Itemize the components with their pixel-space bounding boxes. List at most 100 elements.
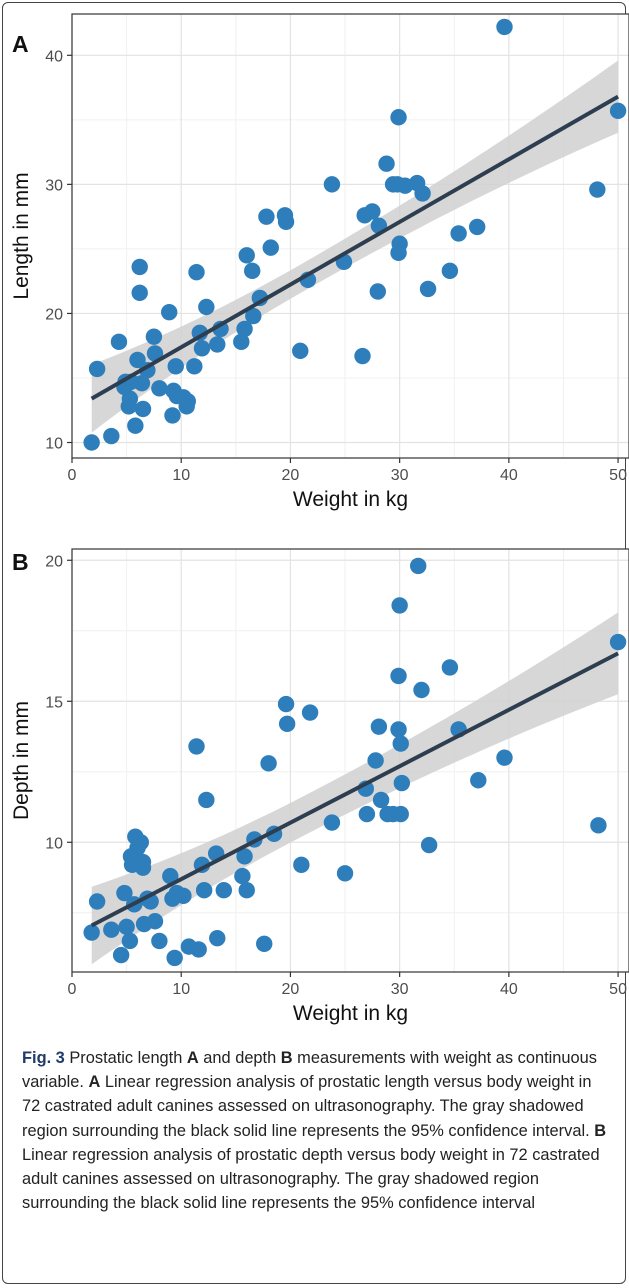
y-tick-label: 40 — [45, 48, 63, 65]
caption-ref-b: B — [280, 1049, 293, 1067]
data-point — [116, 884, 133, 902]
data-point — [198, 791, 215, 809]
data-point — [369, 283, 387, 300]
x-tick-label: 50 — [609, 467, 627, 484]
data-point — [277, 213, 295, 231]
data-point — [215, 882, 233, 899]
plot-border — [71, 548, 629, 973]
data-point — [323, 176, 341, 193]
data-point — [390, 109, 407, 126]
data-point — [198, 298, 215, 316]
data-point — [193, 340, 211, 357]
data-point — [134, 400, 152, 418]
x-tick-label: 0 — [68, 981, 77, 998]
data-point — [336, 865, 354, 882]
data-point — [166, 949, 183, 967]
caption-text-b: Linear regression analysis of prostatic … — [22, 1145, 600, 1213]
x-tick-label: 20 — [282, 467, 300, 484]
data-point — [118, 918, 135, 936]
x-tick-label: 10 — [172, 467, 190, 484]
data-point — [590, 817, 607, 834]
data-point — [132, 834, 150, 851]
data-point — [470, 772, 487, 789]
data-point — [390, 667, 407, 685]
x-tick-label: 40 — [500, 981, 518, 998]
data-point — [162, 867, 179, 885]
plot-border — [71, 13, 629, 459]
x-axis-title: Weight in kg — [293, 1002, 408, 1025]
data-point — [131, 284, 148, 301]
data-point — [151, 932, 168, 950]
data-point — [414, 185, 431, 202]
x-tick-label: 50 — [609, 981, 627, 998]
y-tick-label: 15 — [45, 694, 63, 711]
data-point — [258, 208, 275, 225]
data-point — [129, 351, 146, 369]
data-point — [609, 102, 627, 120]
data-point — [496, 18, 513, 36]
panel-letter: B — [12, 549, 29, 575]
caption-ref-b-2: B — [594, 1121, 607, 1140]
data-point — [392, 805, 409, 823]
data-point — [234, 867, 251, 885]
data-point — [209, 929, 226, 947]
data-point — [167, 358, 184, 375]
data-point — [83, 434, 100, 451]
data-point — [238, 882, 255, 899]
data-point — [133, 374, 151, 392]
x-tick-label: 20 — [282, 981, 300, 998]
caption-lead: Prostatic length — [64, 1049, 187, 1067]
figure-label: Fig. 3 — [22, 1049, 65, 1067]
data-point — [372, 791, 390, 809]
x-tick-label: 40 — [500, 467, 518, 484]
y-tick-label: 10 — [45, 436, 63, 453]
data-point — [110, 333, 128, 351]
data-point — [236, 320, 253, 338]
data-point — [419, 280, 437, 298]
data-point — [468, 218, 486, 236]
data-point — [164, 407, 181, 424]
data-point — [238, 247, 255, 264]
data-point — [358, 805, 376, 823]
data-point — [292, 342, 309, 360]
panel-letter: A — [12, 31, 29, 57]
caption-ref-a: A — [186, 1049, 199, 1067]
data-point — [277, 695, 295, 713]
data-point — [370, 718, 388, 735]
y-axis-title: Length in mm — [10, 172, 33, 299]
figure-caption: Fig. 3 Prostatic length A and depth B me… — [22, 1046, 612, 1215]
data-point — [190, 941, 207, 958]
data-point — [188, 738, 205, 755]
caption-text-a: Linear regression analysis of prostatic … — [22, 1073, 595, 1140]
data-point — [161, 303, 178, 321]
x-axis-title: Weight in kg — [293, 488, 408, 511]
data-point — [609, 633, 627, 651]
data-point — [175, 887, 192, 905]
data-point — [391, 597, 408, 614]
data-point — [127, 417, 144, 434]
data-point — [146, 345, 164, 362]
data-point — [244, 262, 261, 280]
data-point — [186, 358, 203, 375]
data-point — [103, 427, 120, 445]
regression-line — [90, 94, 620, 401]
data-point — [378, 155, 395, 172]
data-point — [151, 380, 168, 397]
data-point — [589, 181, 606, 198]
data-point — [420, 836, 438, 854]
data-point — [88, 360, 106, 378]
x-tick-label: 10 — [172, 981, 190, 998]
y-axis-title: Depth in mm — [10, 701, 33, 820]
data-point — [410, 557, 427, 575]
data-point — [390, 721, 407, 738]
y-tick-label: 30 — [45, 177, 63, 194]
data-point — [496, 749, 513, 766]
data-point — [262, 239, 279, 256]
data-point — [195, 882, 213, 899]
data-point — [392, 735, 409, 752]
data-point — [121, 390, 139, 407]
data-point — [188, 263, 205, 281]
data-point — [145, 328, 163, 345]
data-point — [413, 681, 430, 699]
regression-line — [90, 651, 619, 928]
